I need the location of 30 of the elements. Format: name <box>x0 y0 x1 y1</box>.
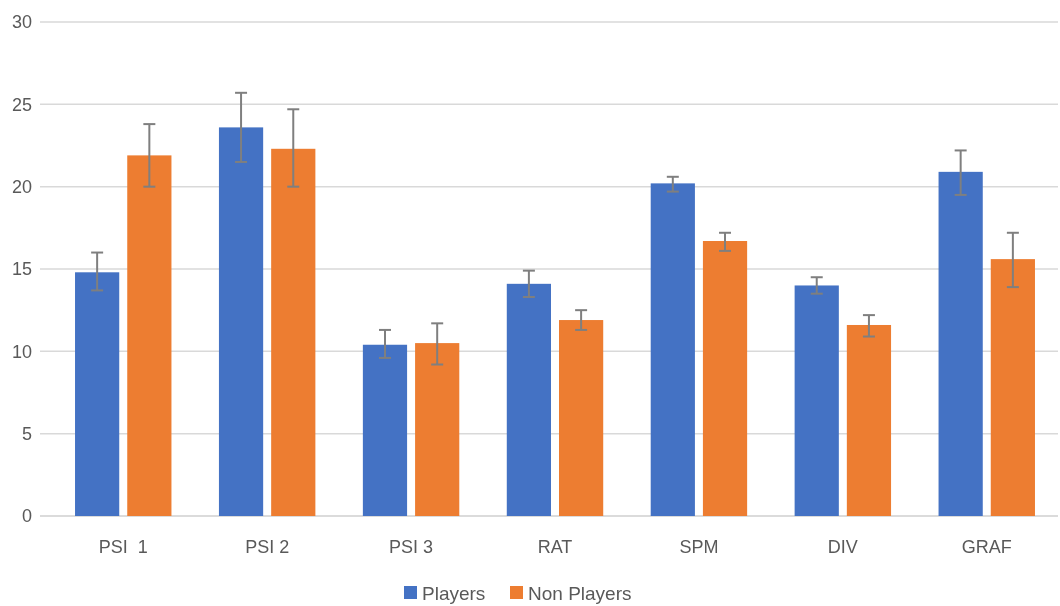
bar <box>794 285 839 516</box>
y-tick-label: 0 <box>21 506 32 527</box>
y-tick-label: 5 <box>21 423 32 444</box>
y-tick-label: 15 <box>11 259 32 280</box>
x-tick-label: GRAF <box>961 537 1012 557</box>
x-tick-label: DIV <box>827 537 858 557</box>
x-tick-label: SPM <box>679 537 719 557</box>
y-tick-label: 25 <box>11 94 32 115</box>
y-tick-label: 10 <box>11 341 32 362</box>
x-tick-label: RAT <box>537 537 573 557</box>
legend-label: Players <box>422 582 486 604</box>
x-tick-label: PSI 3 <box>389 537 434 557</box>
bar <box>846 324 892 516</box>
y-tick-label: 20 <box>11 176 32 197</box>
bar <box>990 259 1035 516</box>
legend-label: Non Players <box>528 582 632 604</box>
x-tick-label: PSI 2 <box>245 537 290 557</box>
bar <box>218 127 264 516</box>
bar <box>415 343 460 516</box>
bar <box>506 283 551 516</box>
bar <box>650 183 695 516</box>
bar <box>75 272 120 516</box>
x-tick-label: PSI 1 <box>98 537 148 557</box>
bar <box>702 241 748 516</box>
bar <box>362 344 408 516</box>
bar <box>127 155 172 516</box>
bar <box>271 148 316 516</box>
bar <box>938 171 983 516</box>
y-tick-label: 30 <box>11 12 32 33</box>
bar <box>559 320 604 516</box>
